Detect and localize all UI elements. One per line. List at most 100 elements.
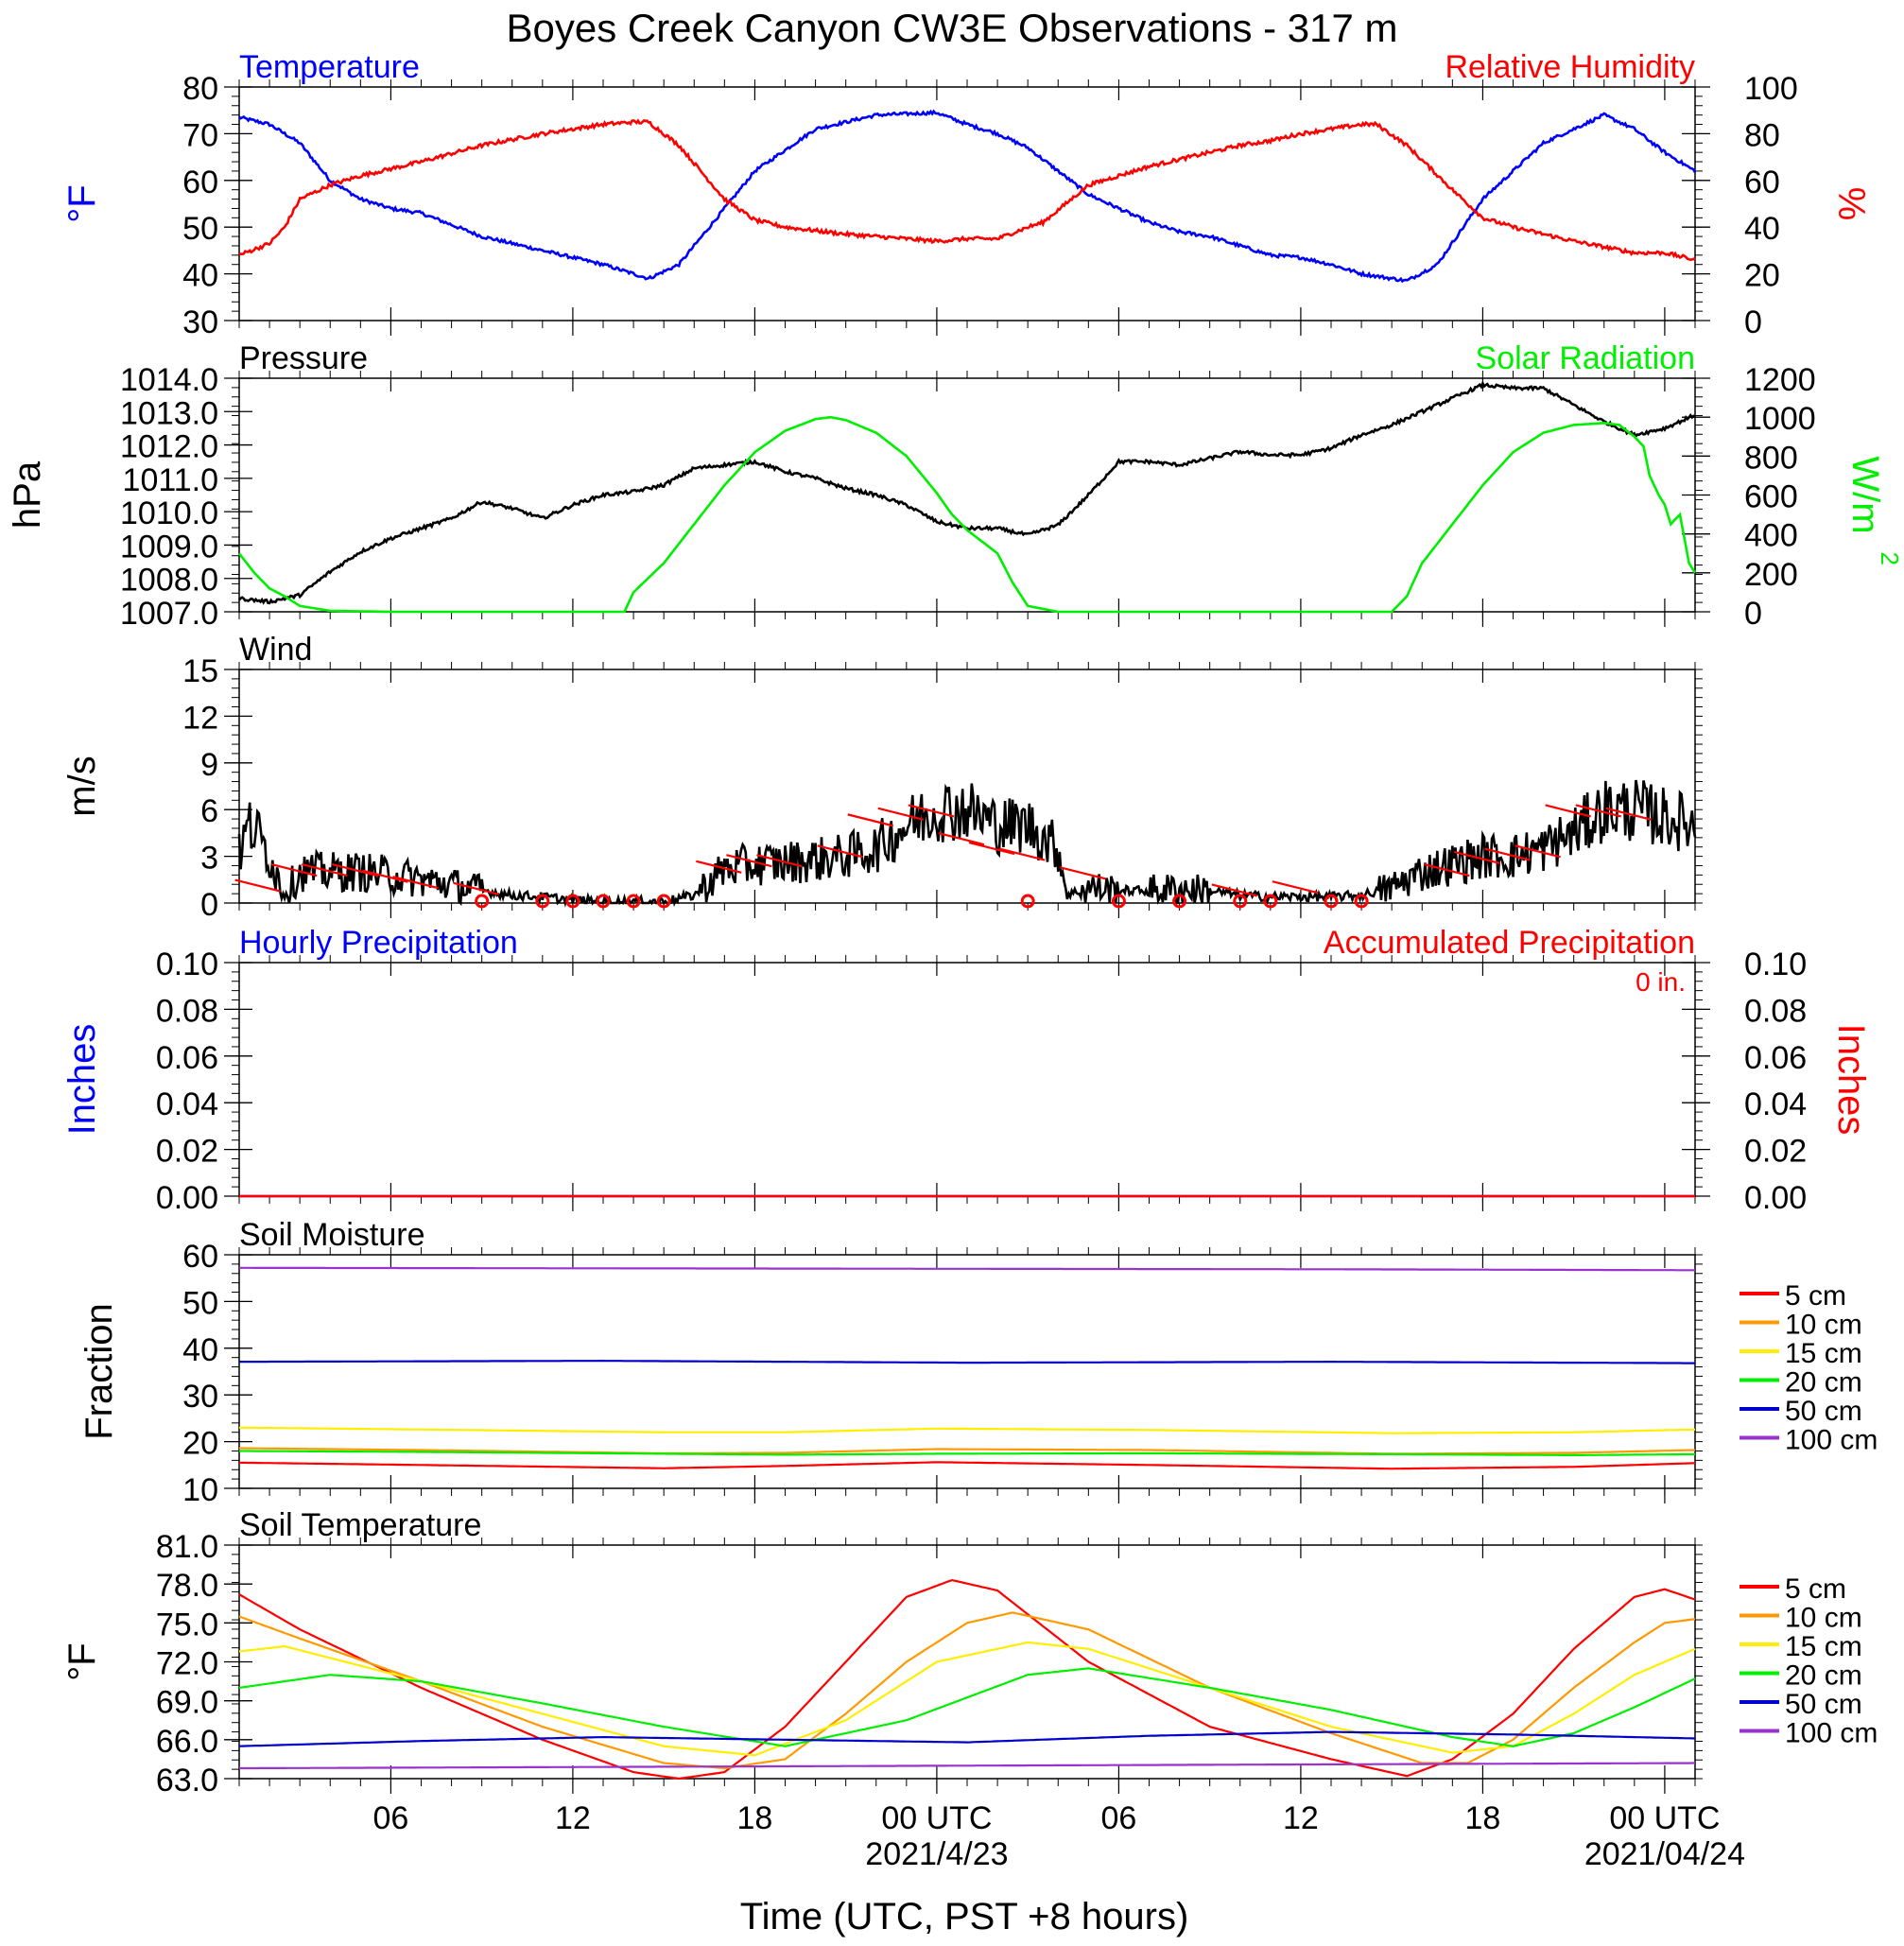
y-axis-label: °F	[61, 1642, 103, 1680]
wind-barb	[1605, 807, 1653, 821]
panel-soil_moisture: 60 50 40 30 20 10 Soil Moisture Fraction 5 cm10 …	[78, 1217, 1878, 1508]
wind-barb	[1575, 804, 1622, 818]
wind-barb	[1211, 883, 1258, 897]
panel-pressure_solar: 1014.01013.01012.01011.01010.01009.01008…	[7, 340, 1904, 632]
date-label: 2021/4/23	[865, 1836, 1008, 1872]
y-tick-label: 72.0	[156, 1646, 218, 1682]
y-tick-label: 70	[182, 117, 218, 153]
legend-label: 100 cm	[1785, 1718, 1878, 1749]
wind-barb	[1454, 850, 1500, 864]
wind-calm-circle	[1324, 894, 1339, 909]
series-line-100-cm	[239, 1266, 1695, 1272]
y-tick-label: 0.00	[156, 1180, 218, 1216]
y-right-tick-label: 0.08	[1744, 993, 1807, 1029]
wind-barb	[1515, 844, 1561, 859]
y-tick-label: 75.0	[156, 1607, 218, 1642]
panel-right-title: Accumulated Precipitation	[1324, 925, 1695, 961]
y-right-axis-label: W/m	[1844, 456, 1886, 533]
legend-label: 20 cm	[1785, 1660, 1862, 1692]
y-tick-label: 78.0	[156, 1568, 218, 1604]
y-tick-label: 66.0	[156, 1724, 218, 1760]
y-tick-label: 1010.0	[120, 495, 218, 531]
y-right-tick-label: 200	[1744, 557, 1798, 593]
y-tick-label: 40	[182, 258, 218, 294]
wind-barb	[908, 804, 955, 818]
panel-left-title: Pressure	[239, 340, 368, 376]
y-tick-label: 1008.0	[120, 563, 218, 599]
y-tick-label: 1011.0	[123, 462, 218, 498]
wind-barb	[1272, 880, 1319, 895]
plot-frame	[238, 86, 1696, 321]
y-right-tick-label: 0	[1744, 304, 1762, 340]
wind-calm-circle	[596, 894, 611, 909]
x-tick-label: 00 UTC	[881, 1800, 992, 1836]
y-tick-label: 12	[182, 700, 218, 736]
x-axis-label: Time (UTC, PST +8 hours)	[740, 1896, 1189, 1937]
y-tick-label: 0.04	[156, 1086, 218, 1122]
y-right-axis-label: Inches	[1830, 1024, 1872, 1136]
series-line-5-cm	[238, 1461, 1696, 1470]
legend-label: 5 cm	[1785, 1573, 1846, 1605]
panel-left-title: Wind	[239, 632, 312, 668]
wind-barb	[938, 832, 985, 846]
y-tick-label: 30	[182, 1379, 218, 1415]
y-right-tick-label: 80	[1744, 117, 1780, 153]
y-tick-label: 6	[200, 793, 218, 829]
series-line-temperature	[238, 109, 1697, 284]
legend-label: 15 cm	[1785, 1631, 1862, 1662]
x-tick-label: 12	[1283, 1800, 1319, 1836]
x-tick-label: 18	[737, 1800, 773, 1836]
y-axis-label: Fraction	[78, 1303, 120, 1440]
wind-barb	[847, 813, 894, 827]
y-tick-label: 10	[182, 1472, 218, 1508]
series-line-15-cm	[239, 1426, 1695, 1434]
y-tick-label: 80	[182, 71, 218, 107]
x-tick-label: 06	[373, 1800, 409, 1836]
y-right-axis-label: %	[1830, 187, 1872, 221]
wind-barb	[998, 847, 1046, 861]
wind-calm-circle	[1111, 894, 1126, 909]
plot-frame	[238, 1544, 1696, 1780]
panel-left-title: Soil Moisture	[239, 1217, 425, 1253]
y-tick-label: 0.08	[156, 993, 218, 1029]
wind-barb	[968, 841, 1015, 856]
y-tick-label: 50	[182, 211, 218, 247]
panel-soil_temperature: 81.078.075.0 72.069.066.063.0 Soil Tempera…	[61, 1507, 1878, 1798]
y-tick-label: 1007.0	[120, 596, 218, 632]
y-tick-label: 60	[182, 165, 218, 200]
x-tick-label: 12	[555, 1800, 591, 1836]
y-axis-label: °F	[61, 184, 103, 222]
wind-barb	[877, 807, 925, 821]
y-right-tick-label: 600	[1744, 479, 1798, 515]
wind-barb	[332, 862, 378, 877]
legend-label: 20 cm	[1785, 1367, 1862, 1399]
wind-barb	[1545, 804, 1591, 818]
plot-frame	[238, 962, 1696, 1197]
y-tick-label: 30	[182, 304, 218, 340]
series-line-100-cm	[239, 1762, 1695, 1770]
y-right-tick-label: 0.02	[1744, 1134, 1807, 1170]
y-right-tick-label: 40	[1744, 211, 1780, 247]
panel-left-title: Temperature	[239, 49, 420, 85]
y-tick-label: 15	[182, 653, 218, 689]
wind-calm-circle	[656, 894, 671, 909]
y-tick-label: 40	[182, 1332, 218, 1368]
panel-precip: 0.10 0.08 0.06 0.04 0.02 0.00 0.10 0.08 0.06 0.04…	[61, 925, 1872, 1216]
legend-label: 15 cm	[1785, 1338, 1862, 1369]
y-tick-label: 9	[200, 747, 218, 783]
x-tick-label: 06	[1101, 1800, 1137, 1836]
panel-temp_rh: 80 70 60 50 40 30 100 80 60 40 20 0 Temperature Relat…	[61, 49, 1872, 340]
unit-superscript: 2	[1876, 552, 1904, 565]
y-axis-label: m/s	[61, 756, 103, 816]
wind-calm-circle	[1172, 894, 1187, 909]
y-tick-label: 81.0	[156, 1529, 218, 1565]
y-right-tick-label: 0.04	[1744, 1086, 1807, 1122]
y-right-tick-label: 1200	[1744, 362, 1816, 398]
wind-calm-circle	[475, 894, 490, 909]
wind-calm-circle	[1233, 894, 1248, 909]
legend-label: 10 cm	[1785, 1603, 1862, 1634]
series-line-5-cm	[238, 1578, 1696, 1781]
wind-barb	[362, 869, 408, 883]
